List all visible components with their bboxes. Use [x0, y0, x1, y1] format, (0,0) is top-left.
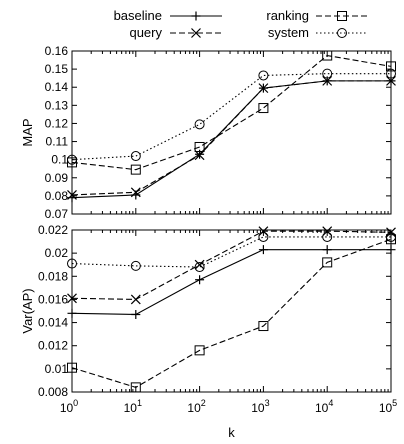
series-ranking — [67, 234, 396, 393]
data-point-ranking — [194, 141, 205, 152]
data-point-query — [258, 226, 269, 237]
data-point-baseline — [195, 275, 205, 285]
y-axis-label: MAP — [20, 118, 35, 146]
legend-label-system: system — [268, 25, 309, 40]
y-tick-label: 0.018 — [38, 269, 68, 283]
x-tick-label: 100 — [60, 398, 78, 415]
plot-panel-1: 0.07 0.08 0.09 0.1 0.11 0.12 0.13 0.14 0.15 0.16 M… — [20, 44, 396, 221]
series-line-system — [71, 73, 391, 161]
x-axis-label: k — [228, 425, 235, 440]
series-line-ranking — [71, 54, 392, 171]
series-line-query — [71, 80, 391, 196]
y-axis-label: Var(AP) — [20, 288, 35, 333]
legend-marker-baseline — [191, 11, 201, 21]
series-system — [67, 231, 396, 273]
data-point-baseline — [322, 245, 332, 255]
data-point-ranking — [386, 61, 396, 72]
legend-label-baseline: baseline — [114, 8, 162, 23]
data-point-query — [258, 83, 269, 94]
series-query — [67, 226, 396, 305]
data-point-query — [67, 293, 77, 304]
y-tick-label: 0.016 — [38, 292, 68, 306]
legend-label-ranking: ranking — [266, 8, 309, 23]
data-point-system — [258, 231, 269, 242]
y-tick-label: 0.14 — [45, 80, 69, 94]
plot-frame — [71, 50, 392, 215]
x-tick-label: 104 — [315, 398, 333, 415]
y-tick-label: 0.16 — [45, 44, 69, 58]
data-point-system — [386, 231, 396, 242]
data-point-system — [258, 70, 269, 81]
data-point-ranking — [194, 345, 205, 356]
legend: baseline query ranking system — [114, 8, 368, 40]
data-point-query — [194, 150, 205, 161]
data-point-system — [130, 260, 141, 271]
legend-marker-query — [191, 28, 201, 38]
series-ranking — [67, 50, 396, 175]
y-tick-label: 0.07 — [45, 207, 69, 221]
y-tick-label: 0.1 — [51, 153, 68, 167]
data-point-query — [386, 75, 396, 86]
data-point-system — [67, 154, 77, 165]
x-tick-label: 102 — [187, 398, 205, 415]
data-point-ranking — [386, 234, 396, 245]
data-point-ranking — [258, 321, 269, 332]
y-tick-label: 0.008 — [38, 385, 68, 399]
series-baseline — [67, 245, 396, 319]
data-point-ranking — [67, 362, 77, 373]
y-tick-label: 0.15 — [45, 62, 69, 76]
data-point-system — [67, 258, 77, 269]
data-point-ranking — [258, 103, 269, 114]
data-point-baseline — [258, 245, 268, 255]
y-tick-label: 0.01 — [45, 362, 69, 376]
series-query — [67, 75, 396, 200]
data-point-system — [194, 262, 205, 273]
plot-panel-2: 0.008 0.01 0.012 0.014 0.016 0.018 0.02 0.022 10… — [20, 223, 397, 440]
y-tick-label: 0.13 — [45, 98, 69, 112]
y-tick-label: 0.014 — [38, 316, 68, 330]
data-point-system — [194, 119, 205, 130]
legend-marker-ranking — [337, 11, 347, 21]
data-point-system — [322, 68, 333, 79]
data-point-baseline — [131, 309, 141, 319]
series-line-query — [71, 230, 392, 300]
y-tick-label: 0.02 — [45, 246, 69, 260]
data-point-query — [67, 190, 77, 200]
y-tick-label: 0.12 — [45, 116, 69, 130]
data-point-ranking — [130, 164, 141, 175]
data-point-baseline — [67, 308, 77, 318]
data-point-ranking — [130, 382, 141, 393]
series-line-baseline — [71, 80, 391, 199]
data-point-ranking — [322, 50, 333, 61]
y-tick-label: 0.08 — [45, 189, 69, 203]
series-line-baseline — [71, 249, 391, 316]
y-tick-label: 0.11 — [46, 135, 69, 149]
y-tick-label: 0.012 — [38, 339, 68, 353]
x-tick-label: 103 — [251, 398, 269, 415]
plot-frame — [71, 229, 392, 393]
x-tick-label: 105 — [379, 398, 397, 415]
legend-label-query: query — [129, 25, 162, 40]
series-line-ranking — [71, 238, 392, 388]
data-point-system — [130, 151, 141, 162]
data-point-system — [386, 68, 396, 79]
data-point-system — [322, 231, 333, 242]
x-tick-label: 101 — [124, 398, 142, 415]
y-tick-label: 0.09 — [45, 171, 69, 185]
series-baseline — [67, 76, 396, 203]
y-tick-label: 0.022 — [38, 223, 68, 237]
data-point-baseline — [386, 245, 396, 255]
series-system — [67, 68, 396, 165]
data-point-ranking — [322, 257, 333, 268]
data-point-query — [194, 259, 205, 270]
data-point-ranking — [67, 157, 77, 168]
series-line-system — [71, 236, 391, 268]
data-point-query — [322, 75, 333, 86]
data-point-query — [130, 294, 141, 305]
data-point-query — [322, 226, 333, 237]
legend-marker-system — [337, 28, 347, 38]
data-point-query — [130, 187, 141, 198]
